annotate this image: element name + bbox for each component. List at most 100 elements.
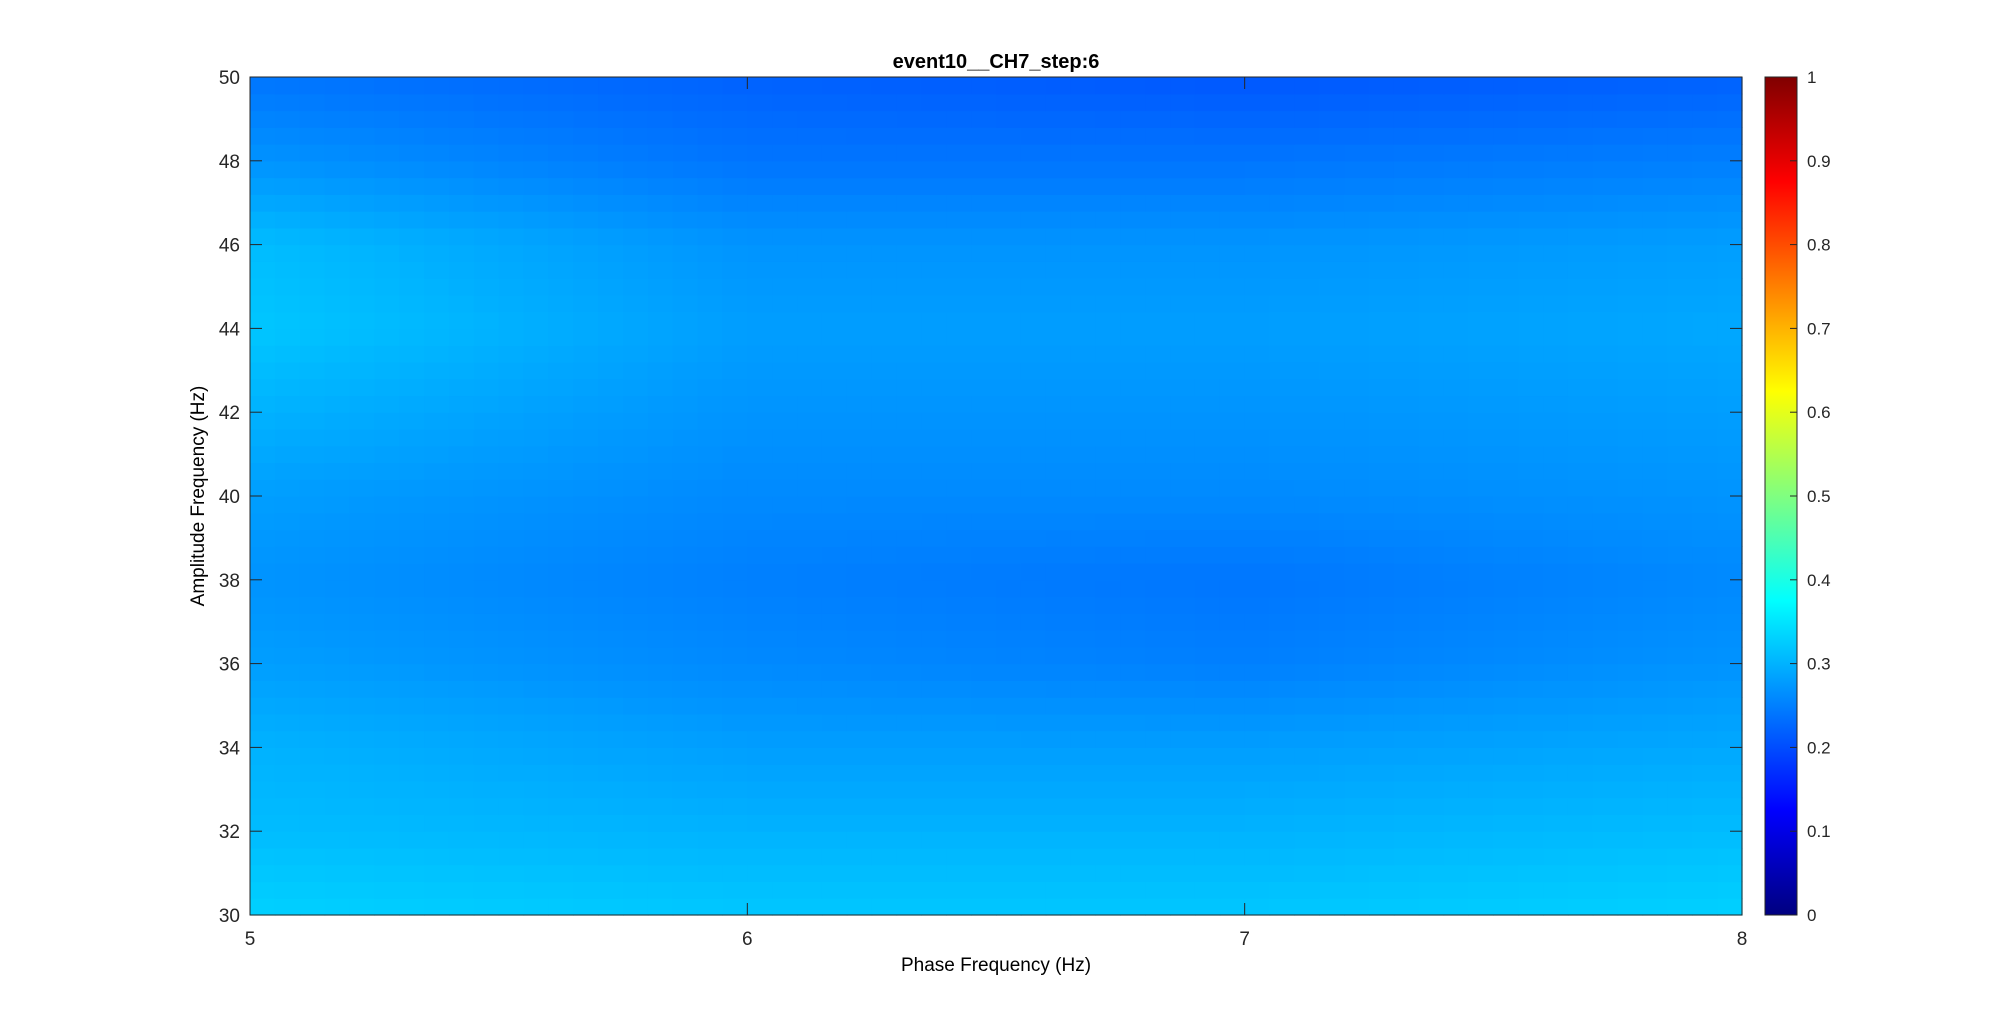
- heatmap-cell: [349, 127, 375, 145]
- heatmap-cell: [1369, 663, 1395, 681]
- heatmap-cell: [1020, 780, 1047, 799]
- heatmap-cell: [1219, 563, 1246, 581]
- heatmap-cell: [498, 412, 525, 430]
- heatmap-cell: [1145, 395, 1171, 413]
- heatmap-cell: [1642, 613, 1668, 631]
- heatmap-cell: [274, 127, 301, 145]
- heatmap-cell: [1095, 496, 1121, 514]
- heatmap-cell: [1045, 428, 1072, 447]
- heatmap-cell: [324, 412, 351, 430]
- heatmap-cell: [274, 311, 301, 329]
- heatmap-cell: [996, 311, 1022, 329]
- heatmap-cell: [623, 730, 649, 748]
- heatmap-cell: [623, 512, 649, 531]
- heatmap-cell: [623, 563, 649, 581]
- heatmap-cell: [498, 110, 525, 128]
- heatmap-cell: [1344, 529, 1370, 547]
- heatmap-cell: [1567, 847, 1594, 866]
- heatmap-cell: [1567, 93, 1594, 112]
- heatmap-cell: [1020, 831, 1047, 849]
- heatmap-cell: [647, 395, 674, 413]
- heatmap-cell: [598, 814, 624, 832]
- y-tick-label: 44: [219, 319, 241, 340]
- heatmap-cell: [996, 294, 1022, 313]
- heatmap-cell: [349, 428, 375, 447]
- heatmap-cell: [1194, 110, 1221, 128]
- heatmap-cell: [424, 730, 450, 748]
- heatmap-cell: [598, 630, 624, 648]
- heatmap-cell: [1692, 747, 1718, 765]
- heatmap-cell: [1443, 496, 1470, 514]
- heatmap-cell: [573, 764, 599, 782]
- heatmap-cell: [573, 713, 599, 732]
- heatmap-cell: [797, 730, 823, 748]
- heatmap-cell: [1592, 395, 1619, 413]
- heatmap-cell: [971, 563, 997, 581]
- heatmap-cell: [1145, 93, 1171, 112]
- heatmap-cell: [299, 412, 326, 430]
- heatmap-cell: [871, 831, 898, 849]
- heatmap-cell: [697, 428, 724, 447]
- heatmap-cell: [971, 747, 997, 765]
- heatmap-cell: [1294, 496, 1320, 514]
- heatmap-cell: [1692, 345, 1718, 363]
- heatmap-cell: [1344, 127, 1370, 145]
- heatmap-cell: [1020, 110, 1047, 128]
- heatmap-cell: [1493, 613, 1519, 631]
- heatmap-cell: [424, 630, 450, 648]
- heatmap-cell: [424, 361, 450, 380]
- heatmap-cell: [1717, 160, 1743, 179]
- heatmap-cell: [1319, 747, 1345, 765]
- heatmap-cell: [1493, 345, 1519, 363]
- heatmap-cell: [846, 646, 873, 665]
- heatmap-cell: [1145, 680, 1171, 698]
- heatmap-cell: [399, 462, 425, 480]
- heatmap-cell: [846, 713, 873, 732]
- heatmap-cell: [672, 160, 699, 179]
- heatmap-cell: [1543, 361, 1569, 380]
- heatmap-cell: [1543, 227, 1569, 246]
- heatmap-cell: [1070, 345, 1097, 363]
- heatmap-cell: [1269, 278, 1295, 296]
- heatmap-cell: [1443, 596, 1470, 614]
- heatmap-cell: [274, 579, 301, 598]
- heatmap-cell: [1020, 328, 1047, 346]
- heatmap-cell: [1219, 512, 1246, 531]
- heatmap-cell: [1717, 496, 1743, 514]
- heatmap-cell: [448, 412, 475, 430]
- heatmap-cell: [1567, 428, 1594, 447]
- heatmap-cell: [747, 311, 773, 329]
- heatmap-cell: [498, 596, 525, 614]
- heatmap-cell: [647, 294, 674, 313]
- heatmap-cell: [821, 630, 848, 648]
- heatmap-cell: [1418, 261, 1445, 279]
- heatmap-cell: [299, 211, 326, 229]
- heatmap-cell: [1717, 563, 1743, 581]
- heatmap-cell: [1642, 144, 1668, 162]
- heatmap-cell: [1443, 881, 1470, 899]
- heatmap-cell: [1369, 529, 1395, 547]
- heatmap-cell: [1070, 361, 1097, 380]
- heatmap-cell: [1642, 227, 1668, 246]
- heatmap-cell: [971, 814, 997, 832]
- heatmap-cell: [1145, 361, 1171, 380]
- heatmap-cell: [448, 646, 475, 665]
- heatmap-cell: [623, 311, 649, 329]
- heatmap-cell: [349, 93, 375, 112]
- heatmap-cell: [1667, 311, 1693, 329]
- heatmap-cell: [821, 747, 848, 765]
- heatmap-cell: [399, 378, 425, 397]
- heatmap-cell: [399, 697, 425, 715]
- heatmap-cell: [1468, 328, 1494, 346]
- heatmap-cell: [523, 395, 549, 413]
- heatmap-cell: [1518, 227, 1544, 246]
- heatmap-cell: [473, 780, 500, 799]
- heatmap-cell: [473, 529, 500, 547]
- heatmap-cell: [1493, 646, 1519, 665]
- heatmap-cell: [349, 596, 375, 614]
- heatmap-cell: [896, 797, 922, 816]
- heatmap-cell: [647, 328, 674, 346]
- heatmap-cell: [1543, 110, 1569, 128]
- heatmap-cell: [772, 261, 798, 279]
- heatmap-cell: [1269, 412, 1295, 430]
